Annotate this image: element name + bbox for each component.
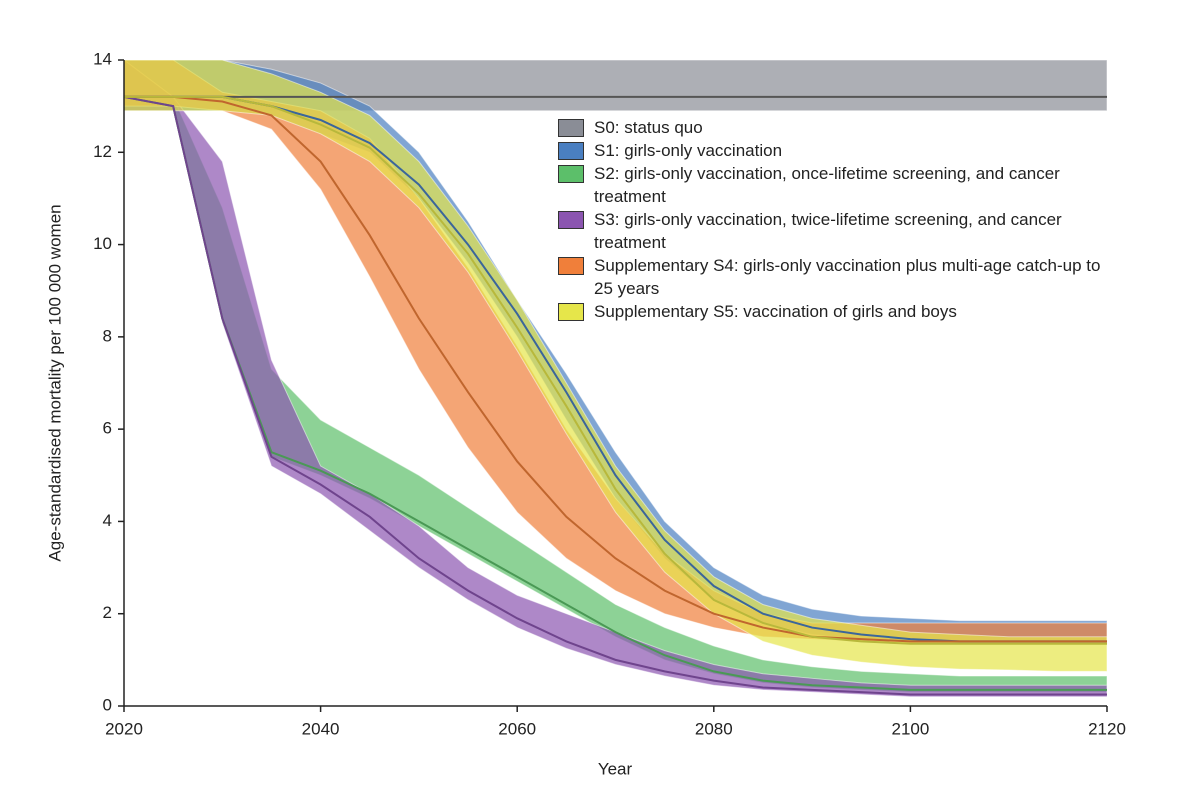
- y-tick-label: 8: [103, 326, 112, 345]
- legend-entry: Supplementary S4: girls-only vaccination…: [558, 254, 1118, 300]
- legend-label: Supplementary S4: girls-only vaccination…: [594, 256, 1101, 298]
- y-tick-label: 12: [93, 142, 112, 161]
- legend-entry: S3: girls-only vaccination, twice-lifeti…: [558, 208, 1118, 254]
- legend-swatch: [558, 211, 584, 229]
- x-tick-label: 2040: [302, 719, 340, 738]
- legend-label: S1: girls-only vaccination: [594, 141, 783, 160]
- y-axis-label: Age-standardised mortality per 100 000 w…: [45, 204, 64, 561]
- x-axis-label: Year: [598, 759, 633, 778]
- y-tick-label: 4: [103, 511, 112, 530]
- line: [124, 95, 1107, 643]
- line: [123, 95, 1107, 691]
- legend-entry: S0: status quo: [558, 116, 1118, 139]
- x-tick-label: 2060: [498, 719, 536, 738]
- legend: S0: status quo S1: girls-only vaccination…: [558, 116, 1118, 323]
- band: [123, 58, 1108, 698]
- legend-swatch: [558, 119, 584, 137]
- band: [123, 59, 1108, 672]
- x-tick-label: 2120: [1088, 719, 1126, 738]
- x-tick-label: 2020: [105, 719, 143, 738]
- legend-label: Supplementary S5: vaccination of girls a…: [594, 302, 957, 321]
- line: [123, 95, 1107, 696]
- band: [123, 59, 1108, 112]
- legend-swatch: [558, 303, 584, 321]
- legend-swatch: [558, 142, 584, 160]
- x-tick-label: 2080: [695, 719, 733, 738]
- legend-entry: S2: girls-only vaccination, once-lifetim…: [558, 162, 1118, 208]
- legend-label: S0: status quo: [594, 118, 703, 137]
- y-tick-label: 14: [93, 49, 112, 68]
- y-tick-label: 6: [103, 419, 112, 438]
- line: [124, 95, 1107, 645]
- legend-label: S2: girls-only vaccination, once-lifetim…: [594, 164, 1060, 206]
- lines: [123, 95, 1107, 696]
- legend-swatch: [558, 165, 584, 183]
- legend-entry: Supplementary S5: vaccination of girls a…: [558, 300, 1118, 323]
- y-tick-label: 0: [103, 695, 112, 714]
- y-tick-label: 10: [93, 234, 112, 253]
- legend-label: S3: girls-only vaccination, twice-lifeti…: [594, 210, 1062, 252]
- bands: [123, 58, 1108, 698]
- x-tick-label: 2100: [891, 719, 929, 738]
- legend-entry: S1: girls-only vaccination: [558, 139, 1118, 162]
- y-tick-label: 2: [103, 603, 112, 622]
- legend-swatch: [558, 257, 584, 275]
